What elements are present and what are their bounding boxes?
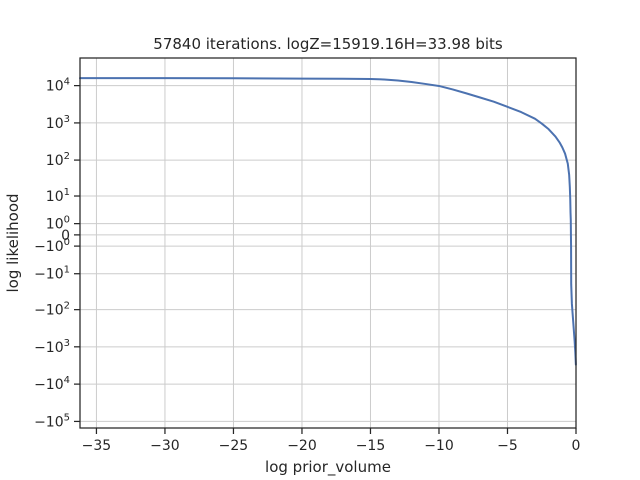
y-tick-base: 10 xyxy=(46,116,64,132)
y-tick-exponent: 4 xyxy=(64,375,70,386)
y-tick-base: −10 xyxy=(34,239,64,255)
y-tick-exponent: 2 xyxy=(64,301,70,312)
y-tick-label: 104 xyxy=(46,77,70,95)
y-tick-label: 103 xyxy=(46,114,70,132)
x-tick-label: −10 xyxy=(424,438,454,454)
y-tick-base: 10 xyxy=(46,79,64,95)
y-tick-base: −10 xyxy=(34,303,64,319)
y-tick-label: −101 xyxy=(34,265,70,283)
y-tick-label: −104 xyxy=(34,375,70,393)
x-tick-label: −15 xyxy=(356,438,386,454)
chart-title: 57840 iterations. logZ=15919.16H=33.98 b… xyxy=(153,35,503,53)
y-tick-label: −100 xyxy=(34,237,70,255)
y-tick-base: −10 xyxy=(34,340,64,356)
x-tick-label: −25 xyxy=(219,438,249,454)
y-tick-exponent: 0 xyxy=(64,215,70,226)
y-tick-exponent: 3 xyxy=(64,114,70,125)
x-axis-label: log prior_volume xyxy=(265,458,391,477)
y-axis-label: log likelihood xyxy=(4,193,22,292)
y-tick-label: 0 xyxy=(61,228,70,244)
y-tick-exponent: 0 xyxy=(64,237,70,248)
series-layer xyxy=(79,77,577,366)
y-tick-exponent: 1 xyxy=(64,265,70,276)
y-tick-base: 0 xyxy=(61,228,70,244)
x-tick-label: −35 xyxy=(82,438,112,454)
x-tick-label: 0 xyxy=(572,438,581,454)
y-tick-label: 102 xyxy=(46,151,70,169)
x-tick-label: −5 xyxy=(497,438,518,454)
plot-frame xyxy=(79,57,577,429)
y-tick-exponent: 5 xyxy=(64,412,70,423)
y-tick-base: −10 xyxy=(34,377,64,393)
y-tick-exponent: 1 xyxy=(64,187,70,198)
series-line xyxy=(79,77,577,366)
y-tick-label: −105 xyxy=(34,412,70,430)
y-tick-label: −103 xyxy=(34,338,70,356)
y-tick-base: −10 xyxy=(34,414,64,430)
y-tick-exponent: 3 xyxy=(64,338,70,349)
y-tick-exponent: 4 xyxy=(64,77,70,88)
y-tick-base: 10 xyxy=(46,189,64,205)
y-tick-label: 100 xyxy=(46,215,70,233)
y-tick-base: 10 xyxy=(46,153,64,169)
grid xyxy=(80,58,577,428)
y-tick-exponent: 2 xyxy=(64,151,70,162)
x-tick-label: −20 xyxy=(287,438,317,454)
y-tick-label: 101 xyxy=(46,187,70,205)
y-tick-base: −10 xyxy=(34,267,64,283)
y-tick-label: −102 xyxy=(34,301,70,319)
x-tick-label: −30 xyxy=(150,438,180,454)
x-axis: −35 −30 −25 −20 −15 −10 −5 0 xyxy=(82,428,581,454)
y-tick-base: 10 xyxy=(46,217,64,233)
